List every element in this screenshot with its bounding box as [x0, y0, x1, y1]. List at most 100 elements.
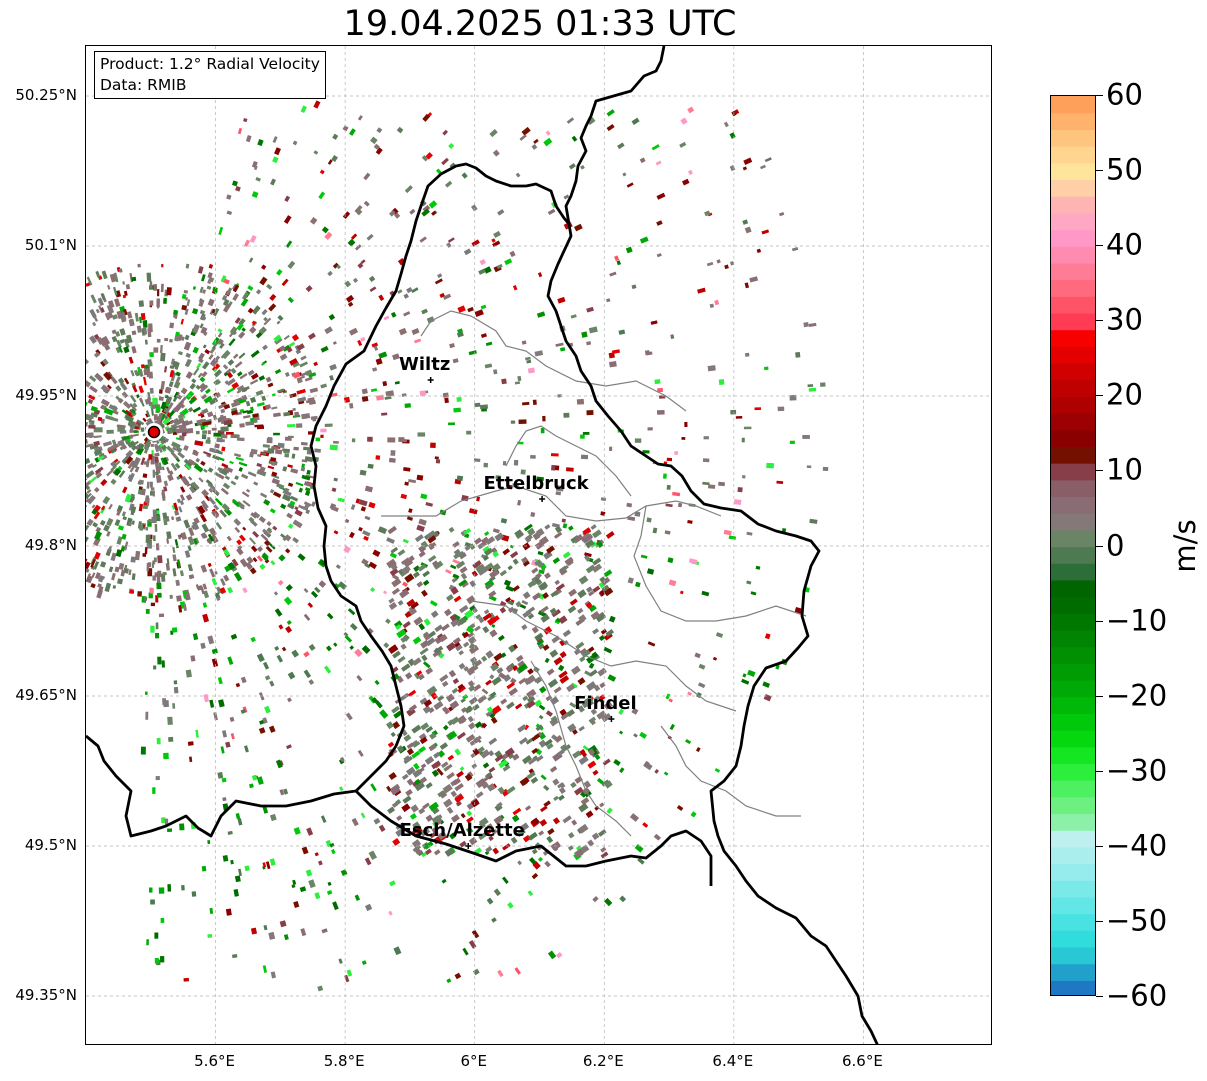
colorbar-tick-label: −30	[1106, 753, 1168, 788]
colorbar-tick	[1096, 320, 1103, 322]
lon-tick-label: 6°E	[460, 1052, 487, 1070]
district-border	[470, 600, 737, 712]
colorbar-tick	[1096, 845, 1103, 847]
colorbar-tick	[1096, 770, 1103, 772]
colorbar-segment	[1051, 863, 1095, 881]
colorbar-segment	[1051, 696, 1095, 714]
colorbar-segment	[1051, 379, 1095, 397]
lat-tick-label: 49.8°N	[24, 536, 77, 554]
colorbar-segment	[1051, 329, 1095, 347]
lat-tick-label: 49.35°N	[15, 986, 77, 1004]
country-border	[86, 734, 713, 886]
colorbar-segment	[1051, 613, 1095, 631]
colorbar-tick-label: −60	[1106, 978, 1168, 1013]
colorbar-segment	[1051, 212, 1095, 231]
lat-tick-label: 49.5°N	[24, 836, 77, 854]
colorbar-tick-label: 60	[1106, 77, 1143, 112]
colorbar-tick-label: −50	[1106, 903, 1168, 938]
colorbar-tick	[1096, 170, 1103, 172]
colorbar-segment	[1051, 529, 1095, 548]
colorbar-segment	[1051, 980, 1095, 995]
colorbar-segment	[1051, 563, 1095, 581]
colorbar-segment	[1051, 796, 1095, 815]
colorbar-tick-label: 0	[1106, 527, 1125, 562]
colorbar-tick	[1096, 996, 1103, 997]
city-marker[interactable]: Esch/Alzette	[400, 820, 525, 849]
colorbar-tick	[1096, 695, 1103, 697]
city-label: Wiltz	[399, 354, 450, 375]
product-info-box: Product: 1.2° Radial Velocity Data: RMIB	[94, 51, 326, 99]
map-panel[interactable]: Wiltz Ettelbruck Findel Esch/Alzette	[85, 45, 992, 1045]
colorbar-segment	[1051, 913, 1095, 931]
colorbar-segment	[1051, 229, 1095, 247]
colorbar-segment	[1051, 112, 1095, 130]
colorbar-segment	[1051, 713, 1095, 731]
colorbar-unit-label: m/s	[1168, 519, 1202, 573]
colorbar-tick-label: 50	[1106, 152, 1143, 187]
colorbar-segment	[1051, 629, 1095, 648]
colorbar-segment	[1051, 763, 1095, 781]
colorbar-tick-label: 10	[1106, 452, 1143, 487]
colorbar-tick	[1096, 620, 1103, 622]
district-border	[505, 425, 632, 497]
colorbar-segment	[1051, 496, 1095, 514]
colorbar-segment	[1051, 262, 1095, 281]
colorbar-segment	[1051, 663, 1095, 681]
colorbar-segment	[1051, 162, 1095, 181]
colorbar-segment	[1051, 963, 1095, 981]
colorbar-segment	[1051, 146, 1095, 164]
city-marker[interactable]: Ettelbruck	[484, 473, 590, 502]
district-border	[633, 505, 807, 622]
country-border	[309, 162, 571, 792]
chart-title: 19.04.2025 01:33 UTC	[343, 4, 737, 44]
colorbar-segment	[1051, 646, 1095, 664]
colorbar-segment	[1051, 513, 1095, 531]
colorbar-segment	[1051, 279, 1095, 297]
lat-tick-label: 49.95°N	[15, 386, 77, 404]
district-borders	[381, 310, 807, 837]
district-border	[420, 310, 687, 412]
colorbar-tick-label: 30	[1106, 302, 1143, 337]
data-source-label: Data: RMIB	[100, 76, 187, 94]
colorbar-segment	[1051, 746, 1095, 765]
colorbar-segment	[1051, 312, 1095, 331]
product-label: Product: 1.2° Radial Velocity	[100, 55, 320, 73]
colorbar-segment	[1051, 346, 1095, 364]
colorbar-segment	[1051, 946, 1095, 965]
colorbar-segment	[1051, 546, 1095, 564]
colorbar-segment	[1051, 846, 1095, 865]
lat-tick-label: 50.25°N	[15, 86, 77, 104]
city-markers: Wiltz Ettelbruck Findel Esch/Alzette	[399, 354, 637, 849]
colorbar-segment	[1051, 930, 1095, 948]
radar-site-marker[interactable]	[147, 425, 161, 439]
colorbar-tick	[1096, 545, 1103, 547]
lat-tick-label: 49.65°N	[15, 686, 77, 704]
city-label: Ettelbruck	[484, 473, 590, 494]
city-label: Findel	[574, 693, 637, 714]
colorbar-tick	[1096, 395, 1103, 397]
city-marker[interactable]: Findel	[574, 693, 637, 722]
colorbar-tick-label: 40	[1106, 227, 1143, 262]
colorbar-segment	[1051, 413, 1095, 431]
district-border	[660, 725, 801, 817]
velocity-echoes	[86, 100, 829, 992]
colorbar-gradient	[1051, 96, 1095, 995]
lon-tick-label: 5.8°E	[323, 1052, 365, 1070]
colorbar-segment	[1051, 129, 1095, 147]
colorbar-tick	[1096, 95, 1103, 96]
colorbar-tick-label: −40	[1106, 828, 1168, 863]
city-marker[interactable]: Wiltz	[399, 354, 450, 383]
colorbar-tick-label: −10	[1106, 602, 1168, 637]
district-border	[381, 485, 722, 522]
colorbar-segment	[1051, 463, 1095, 481]
colorbar-tick-label: 20	[1106, 377, 1143, 412]
colorbar-segment	[1051, 96, 1095, 114]
colorbar-tick	[1096, 245, 1103, 247]
colorbar-segment	[1051, 830, 1095, 848]
colorbar-segment	[1051, 396, 1095, 414]
colorbar-segment	[1051, 896, 1095, 915]
colorbar-segment	[1051, 446, 1095, 464]
radar-map[interactable]: Wiltz Ettelbruck Findel Esch/Alzette	[86, 46, 992, 1045]
lon-tick-label: 6.6°E	[842, 1052, 883, 1070]
colorbar-segment	[1051, 679, 1095, 698]
